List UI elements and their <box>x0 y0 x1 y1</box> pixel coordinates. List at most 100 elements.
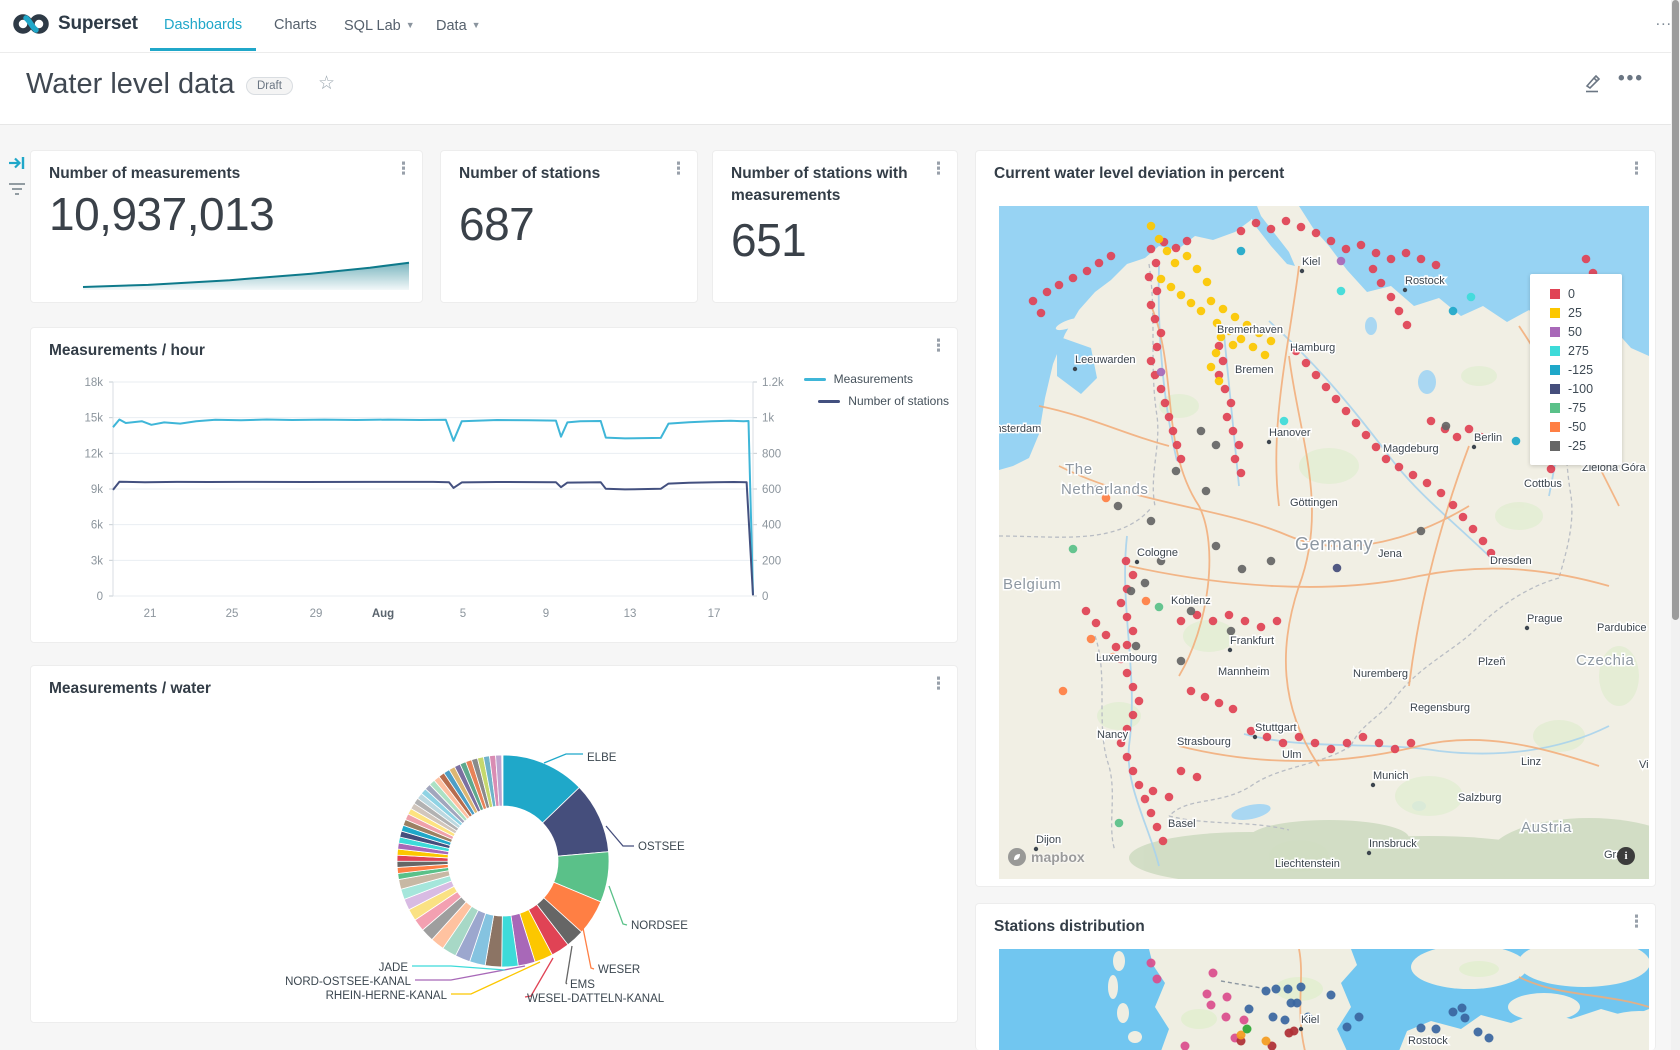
map-data-point <box>1106 251 1116 261</box>
nav-sqllab[interactable]: SQL Lab ▼ <box>344 18 415 34</box>
page-scrollbar[interactable] <box>1671 0 1680 1050</box>
legend-label: 275 <box>1568 343 1589 358</box>
trend-sparkline[interactable] <box>31 151 422 302</box>
map-data-point <box>1176 616 1186 626</box>
map-info-button[interactable]: i <box>1617 847 1635 865</box>
legend-item-275[interactable]: 275 <box>1530 341 1622 360</box>
svg-text:21: 21 <box>144 608 157 620</box>
map-data-point <box>1222 412 1232 422</box>
map-attribution[interactable]: mapbox <box>1007 847 1085 867</box>
card-menu-button[interactable]: ⋮ <box>670 159 687 178</box>
svg-text:29: 29 <box>310 608 323 620</box>
legend-swatch <box>1550 307 1560 318</box>
card-menu-button[interactable]: ⋮ <box>1628 159 1645 178</box>
legend-item--75[interactable]: -75 <box>1530 398 1622 417</box>
card-menu-button[interactable]: ⋮ <box>395 159 412 178</box>
nav-charts[interactable]: Charts <box>274 17 317 33</box>
map-data-point <box>1122 612 1132 622</box>
svg-text:600: 600 <box>762 484 781 496</box>
legend-item--125[interactable]: -125 <box>1530 360 1622 379</box>
legend-item--100[interactable]: -100 <box>1530 379 1622 398</box>
map-data-point <box>1281 216 1291 226</box>
map-data-point <box>1206 362 1216 372</box>
map-city-label: Magdeburg <box>1383 443 1439 455</box>
nav-dashboards[interactable]: Dashboards <box>150 0 257 51</box>
map-city-label: Bremerhaven <box>1217 324 1283 336</box>
map-data-point <box>1126 586 1136 596</box>
map-data-point <box>1426 416 1436 426</box>
superset-brand[interactable]: Superset <box>10 8 138 40</box>
legend-item--50[interactable]: -50 <box>1530 417 1622 436</box>
map-data-point <box>1028 296 1038 306</box>
map-data-point <box>1260 350 1270 360</box>
map-data-point <box>1376 278 1386 288</box>
edit-dashboard-button[interactable] <box>1582 74 1602 99</box>
legend-swatch <box>803 377 826 381</box>
svg-text:25: 25 <box>226 608 239 620</box>
expand-filters-button[interactable] <box>8 155 26 176</box>
card-title: Number of stations <box>459 165 601 182</box>
map-data-point <box>1146 356 1156 366</box>
map-data-point <box>1381 454 1391 464</box>
map-data-point <box>1196 426 1206 436</box>
map-data-point <box>1214 341 1224 351</box>
legend-item-50[interactable]: 50 <box>1530 322 1622 341</box>
map-data-point <box>1162 246 1172 256</box>
map-data-point <box>1226 398 1236 408</box>
map-data-point <box>1416 254 1426 264</box>
map-data-point <box>1156 274 1166 284</box>
map-data-point <box>1271 984 1281 994</box>
map-city-label: Leeuwarden <box>1075 354 1136 366</box>
card-title: Measurements / water <box>49 680 211 697</box>
map-data-point <box>1211 440 1221 450</box>
legend-label: -25 <box>1568 438 1587 453</box>
map-data-point <box>1222 992 1232 1002</box>
map-city-label: Cottbus <box>1524 478 1562 490</box>
donut-label-nordsee: NORDSEE <box>631 920 688 932</box>
map-data-point <box>1196 306 1206 316</box>
map-data-point <box>1146 958 1156 968</box>
distribution-map[interactable]: Kiel Rostock <box>999 949 1649 1050</box>
favorite-star-icon[interactable]: ☆ <box>318 73 336 94</box>
donut-label-jade: JADE <box>379 962 409 974</box>
header-menu-button[interactable]: ••• <box>1618 68 1644 89</box>
map-city-label: Jena <box>1378 548 1403 560</box>
map-data-point <box>1156 367 1166 377</box>
legend-label: -50 <box>1568 419 1587 434</box>
scrollbar-thumb[interactable] <box>1672 0 1679 620</box>
card-menu-button[interactable]: ⋮ <box>930 336 947 355</box>
map-data-point <box>1068 544 1078 554</box>
deviation-map[interactable]: Leeuwarden Bremerhaven Bremen Hamburg Kiel Ro… <box>999 206 1649 879</box>
map-data-point <box>1116 738 1126 748</box>
legend-item--25[interactable]: -25 <box>1530 436 1622 455</box>
map-data-point <box>1176 766 1186 776</box>
map-data-point <box>1176 290 1186 300</box>
nav-overflow-menu[interactable]: ... <box>1655 12 1672 29</box>
map-data-point <box>1289 1026 1299 1036</box>
map-data-point <box>1134 696 1144 706</box>
map-data-point <box>1152 974 1162 984</box>
card-menu-button[interactable]: ⋮ <box>1628 912 1645 931</box>
line-chart[interactable]: 18k 1.2k 15k 1k 12k 800 9k 600 6k 400 3k 200 0 0 21 25 2… <box>31 328 957 642</box>
card-measurements-per-water: Measurements / water ⋮ ELBE OSTSEE NORDSEE… <box>30 665 958 1023</box>
brand-name: Superset <box>58 13 138 34</box>
legend-measurements[interactable]: Measurements <box>803 372 913 386</box>
svg-text:0: 0 <box>762 591 768 603</box>
svg-text:9: 9 <box>543 608 549 620</box>
map-data-point <box>1202 989 1212 999</box>
card-menu-button[interactable]: ⋮ <box>930 674 947 693</box>
legend-item-25[interactable]: 25 <box>1530 303 1622 322</box>
map-data-point <box>1342 1022 1352 1032</box>
map-data-point <box>1211 541 1221 551</box>
card-menu-button[interactable]: ⋮ <box>930 159 947 178</box>
nav-data[interactable]: Data ▼ <box>436 18 481 34</box>
filter-list-icon[interactable] <box>8 182 26 201</box>
legend-item-0[interactable]: 0 <box>1530 284 1622 303</box>
legend-number-of-stations[interactable]: Number of stations <box>818 394 949 408</box>
map-data-point <box>1122 752 1132 762</box>
map-data-point <box>1128 626 1138 636</box>
legend-label: 25 <box>1568 305 1582 320</box>
map-data-point <box>1172 440 1182 450</box>
map-data-point <box>1054 280 1064 290</box>
